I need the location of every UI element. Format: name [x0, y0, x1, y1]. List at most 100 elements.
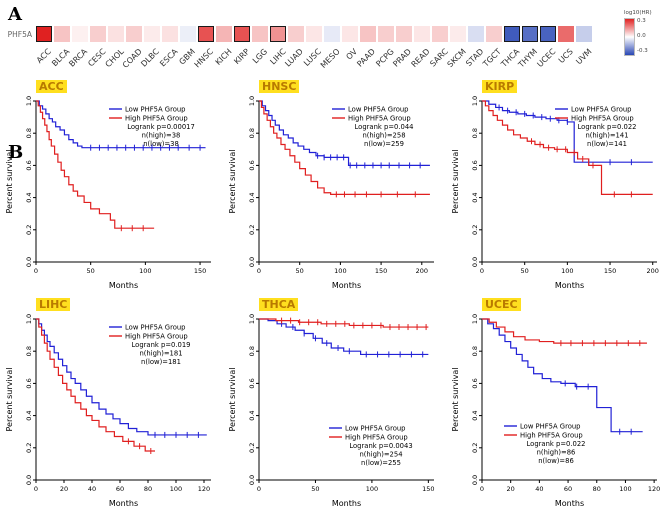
heatmap-colorbar — [624, 18, 635, 56]
svg-text:n(low)=181: n(low)=181 — [141, 358, 181, 366]
svg-text:Months: Months — [109, 281, 138, 290]
heatmap-column: SARC — [428, 26, 450, 96]
heatmap-column: PAAD — [356, 26, 378, 96]
svg-text:40: 40 — [535, 485, 543, 493]
heatmap-column: UCEC — [535, 26, 558, 96]
heatmap-column-label: PCPG — [373, 47, 396, 69]
svg-text:Low PHF5A Group: Low PHF5A Group — [345, 424, 406, 432]
svg-text:n(low)=38: n(low)=38 — [143, 140, 179, 148]
survival-curve-low — [36, 318, 207, 436]
heatmap-cell — [432, 26, 448, 42]
heatmap-column: COAD — [120, 26, 144, 96]
survival-curve-high — [36, 318, 155, 452]
svg-text:0.4: 0.4 — [248, 410, 256, 420]
km-plot-title: ACC — [36, 80, 67, 93]
heatmap-cell — [90, 26, 106, 42]
heatmap-legend-ticks: 0.3 0.0 -0.3 — [637, 18, 648, 54]
svg-text:80: 80 — [593, 485, 601, 493]
svg-text:50: 50 — [87, 267, 95, 275]
heatmap-column: MESO — [318, 26, 342, 96]
svg-text:Percent survival: Percent survival — [228, 368, 237, 432]
svg-text:0: 0 — [480, 485, 484, 493]
svg-text:n(high)=86: n(high)=86 — [537, 449, 576, 457]
km-plot-title: THCA — [259, 298, 299, 311]
svg-text:0: 0 — [34, 485, 38, 493]
heatmap-cell — [504, 26, 520, 42]
svg-text:Months: Months — [332, 499, 361, 508]
svg-text:20: 20 — [507, 485, 515, 493]
svg-text:0.0: 0.0 — [471, 257, 479, 267]
svg-text:1.0: 1.0 — [25, 314, 33, 324]
svg-text:n(high)=141: n(high)=141 — [585, 132, 628, 140]
heatmap-legend-title: log10(HR) — [624, 10, 652, 16]
heatmap-strip: ACC BLCA BRCA CESC CHOL COAD DLBC ESCA GBM HNSC KI… — [35, 26, 594, 96]
heatmap-column: ESCA — [158, 26, 180, 96]
svg-text:100: 100 — [334, 267, 346, 275]
svg-text:40: 40 — [88, 485, 96, 493]
svg-text:0.2: 0.2 — [25, 225, 33, 235]
heatmap-column: LGG — [251, 26, 270, 96]
svg-text:n(low)=86: n(low)=86 — [538, 457, 574, 465]
svg-text:Percent survival: Percent survival — [228, 150, 237, 214]
svg-text:200: 200 — [647, 267, 659, 275]
svg-text:150: 150 — [375, 267, 387, 275]
svg-text:200: 200 — [416, 267, 428, 275]
survival-curve-low — [259, 318, 429, 356]
svg-text:0.2: 0.2 — [248, 443, 256, 453]
heatmap-column: CESC — [86, 26, 108, 96]
svg-text:1.0: 1.0 — [471, 96, 479, 106]
km-plot-canvas: 1.0 0.8 0.6 0.4 0.2 0.00 20 40 60 80 100 120 Months P… — [451, 314, 660, 508]
svg-text:0.8: 0.8 — [471, 346, 479, 356]
heatmap-column: CHOL — [103, 26, 126, 96]
svg-text:0: 0 — [257, 267, 261, 275]
heatmap-cell — [162, 26, 178, 42]
svg-text:0.8: 0.8 — [471, 128, 479, 138]
heatmap-cell — [234, 26, 250, 42]
heatmap-cell — [468, 26, 484, 42]
heatmap-column: BRCA — [68, 26, 90, 96]
svg-text:0.4: 0.4 — [471, 192, 479, 202]
heatmap-legend-tick: -0.3 — [637, 48, 648, 54]
svg-text:0.0: 0.0 — [25, 475, 33, 485]
svg-text:0.8: 0.8 — [248, 346, 256, 356]
heatmap-column-label: ESCA — [158, 47, 180, 69]
svg-text:0.4: 0.4 — [471, 410, 479, 420]
svg-text:Low PHF5A Group: Low PHF5A Group — [125, 323, 186, 331]
svg-text:0.6: 0.6 — [248, 378, 256, 388]
svg-text:High PHF5A Group: High PHF5A Group — [125, 114, 188, 122]
svg-text:0.0: 0.0 — [471, 475, 479, 485]
svg-text:60: 60 — [116, 485, 124, 493]
svg-text:High PHF5A Group: High PHF5A Group — [520, 431, 583, 439]
svg-text:High PHF5A Group: High PHF5A Group — [125, 332, 188, 340]
heatmap-column-label: UVM — [574, 47, 594, 67]
heatmap-column: THYM — [517, 26, 540, 96]
heatmap-column: ACC — [35, 26, 54, 96]
svg-text:n(high)=258: n(high)=258 — [362, 132, 405, 140]
heatmap-column: UCS — [557, 26, 576, 96]
svg-text:150: 150 — [604, 267, 616, 275]
heatmap-cell — [36, 26, 52, 42]
svg-text:0: 0 — [257, 485, 261, 493]
km-plot-canvas: 1.0 0.8 0.6 0.4 0.2 0.00 50 100 150 Months Percent… — [228, 314, 435, 508]
heatmap-cell — [414, 26, 430, 42]
heatmap-cell — [108, 26, 124, 42]
heatmap-cell — [144, 26, 160, 42]
heatmap-column: PRAD — [392, 26, 414, 96]
svg-text:n(low)=259: n(low)=259 — [364, 140, 404, 148]
svg-text:High PHF5A Group: High PHF5A Group — [571, 114, 634, 122]
svg-text:120: 120 — [198, 485, 210, 493]
svg-text:n(low)=141: n(low)=141 — [587, 140, 627, 148]
svg-text:Percent survival: Percent survival — [451, 150, 460, 214]
heatmap-cell — [540, 26, 556, 42]
heatmap-cell — [198, 26, 214, 42]
heatmap-cell — [360, 26, 376, 42]
svg-text:0.2: 0.2 — [471, 225, 479, 235]
svg-text:0.0: 0.0 — [248, 257, 256, 267]
svg-text:50: 50 — [296, 267, 304, 275]
km-plot-canvas: 1.0 0.8 0.6 0.4 0.2 0.00 50 100 150 Months Percent… — [5, 96, 211, 290]
svg-text:Low PHF5A Group: Low PHF5A Group — [348, 105, 409, 113]
heatmap-column-label: CESC — [85, 47, 108, 69]
svg-text:0.6: 0.6 — [471, 378, 479, 388]
